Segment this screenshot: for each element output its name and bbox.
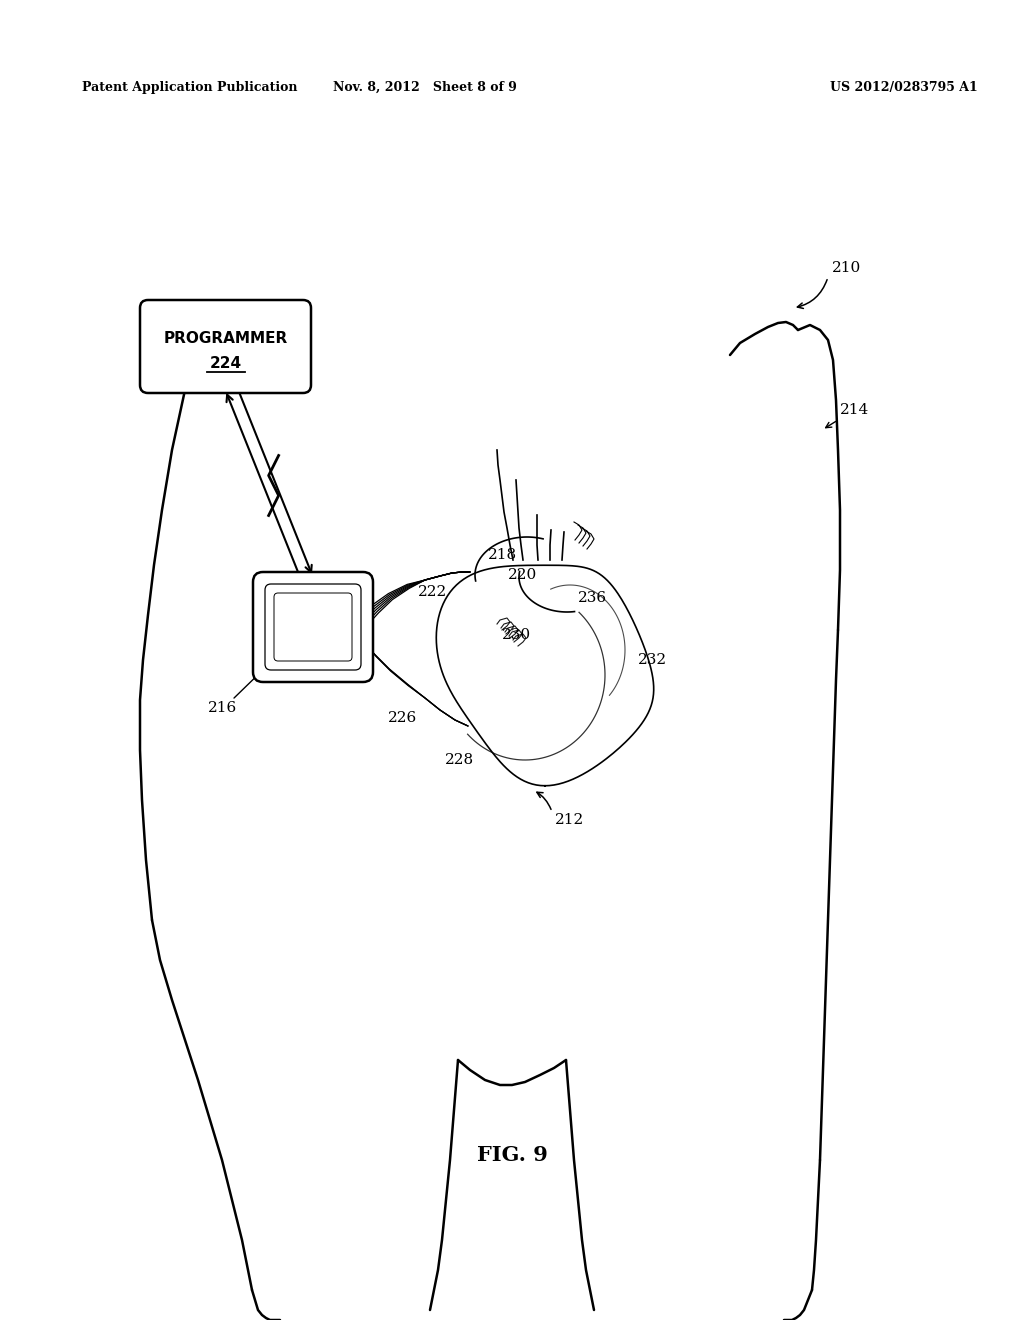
Text: Nov. 8, 2012   Sheet 8 of 9: Nov. 8, 2012 Sheet 8 of 9 [333, 81, 517, 94]
Text: 236: 236 [578, 591, 607, 605]
Text: 224: 224 [190, 348, 219, 362]
Text: 228: 228 [445, 752, 474, 767]
Text: 224: 224 [210, 356, 242, 371]
Text: 216: 216 [208, 701, 238, 715]
Text: 220: 220 [508, 568, 538, 582]
Text: 218: 218 [488, 548, 517, 562]
Text: 212: 212 [555, 813, 585, 828]
FancyBboxPatch shape [140, 300, 311, 393]
Text: 226: 226 [388, 711, 417, 725]
Text: 210: 210 [831, 261, 861, 275]
Text: PROGRAMMER: PROGRAMMER [164, 331, 288, 346]
Text: 222: 222 [418, 585, 447, 599]
Text: Patent Application Publication: Patent Application Publication [82, 81, 298, 94]
Text: FIG. 9: FIG. 9 [476, 1144, 548, 1166]
FancyBboxPatch shape [253, 572, 373, 682]
Text: 230: 230 [502, 628, 531, 642]
Text: US 2012/0283795 A1: US 2012/0283795 A1 [830, 81, 978, 94]
Text: 214: 214 [840, 403, 869, 417]
Text: 232: 232 [638, 653, 667, 667]
